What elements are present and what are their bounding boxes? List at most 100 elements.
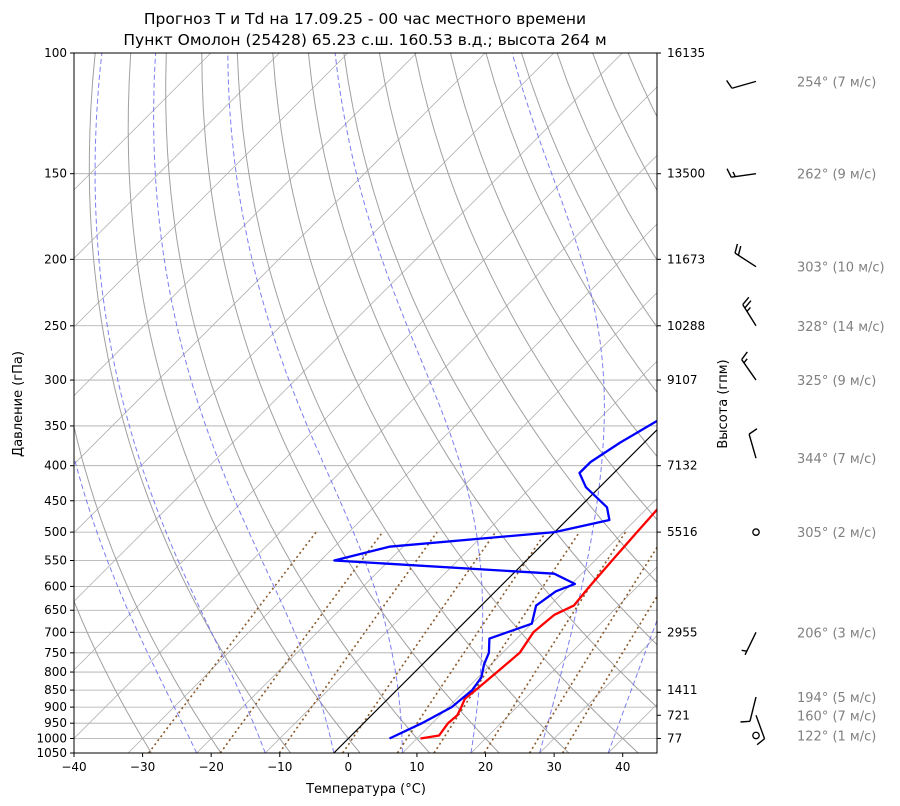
- barb-staff: [731, 173, 757, 178]
- moist-adiabat: [94, 53, 266, 753]
- height-tick-label: 1411: [667, 683, 698, 697]
- y-tick-label: 600: [44, 579, 67, 593]
- wind-label: 303° (10 м/с): [797, 261, 885, 276]
- moist-adiabat: [607, 618, 657, 753]
- barb-full: [744, 300, 752, 309]
- wind-barbs: 254° (7 м/с) 262° (9 м/с) 303° (10 м/с) 328…: [726, 75, 885, 746]
- mixing-ratio-line: [278, 531, 438, 753]
- y-tick-label: 400: [44, 459, 67, 473]
- x-tick-label: 40: [615, 760, 630, 774]
- isotherm-line: [127, 223, 657, 753]
- mixing-ratio-line: [561, 594, 657, 753]
- y-tick-label: 550: [44, 554, 67, 568]
- mixing-ratio-line: [219, 531, 384, 753]
- height-tick-label: 11673: [667, 252, 705, 266]
- x-tick-label: 20: [478, 760, 493, 774]
- dry-adiabat: [272, 53, 639, 753]
- barb-full: [734, 243, 739, 254]
- dry-adiabat: [450, 53, 657, 458]
- barb-staff: [741, 359, 757, 381]
- y-tick-label: 500: [44, 525, 67, 539]
- wind-label: 305° (2 м/с): [797, 526, 876, 541]
- dry-adiabat: [664, 53, 900, 753]
- isotherm-line: [74, 53, 212, 191]
- dry-adiabat: [485, 53, 657, 394]
- barb-half: [743, 358, 748, 364]
- y-tick-label: 350: [44, 419, 67, 433]
- mixing-ratio-line: [396, 531, 547, 753]
- y-tick-label: 950: [44, 716, 67, 730]
- moist-adiabat: [511, 53, 605, 753]
- dry-adiabat: [841, 53, 900, 753]
- barb-full: [742, 296, 750, 306]
- barb-staff: [742, 304, 757, 327]
- dry-adiabat: [627, 53, 657, 118]
- y-axis-label-right: Высота (гпм): [716, 359, 731, 448]
- wind-barb: [742, 296, 757, 327]
- wind-label: 254° (7 м/с): [797, 75, 876, 90]
- y-tick-label: 850: [44, 683, 67, 697]
- isotherm-line: [333, 429, 657, 753]
- x-tick-label: 30: [546, 760, 561, 774]
- dry-adiabat: [592, 53, 657, 192]
- temperature-line: [420, 507, 657, 740]
- mixing-ratio-line: [528, 546, 657, 753]
- isotherm-line: [745, 53, 900, 753]
- chart-subtitle: Пункт Омолон (25428) 65.23 с.ш. 160.53 в…: [123, 31, 606, 49]
- height-tick-label: 721: [667, 708, 690, 722]
- dry-adiabat: [414, 53, 657, 521]
- mixing-ratio-line: [433, 531, 581, 753]
- isotherm-line: [74, 53, 417, 397]
- dry-adiabat: [74, 424, 222, 753]
- isotherm-line: [74, 53, 280, 259]
- isotherm-line: [470, 566, 657, 753]
- wind-label: 206° (3 м/с): [797, 626, 876, 641]
- calm-circle: [752, 731, 760, 740]
- height-tick-label: 2955: [667, 625, 698, 639]
- isotherm-line: [539, 635, 657, 753]
- x-tick-label: −40: [61, 760, 86, 774]
- wind-barb: [741, 351, 757, 381]
- wind-barb: [748, 428, 758, 459]
- y-tick-label: 450: [44, 494, 67, 508]
- x-tick-label: −20: [199, 760, 224, 774]
- dry-adiabat: [74, 599, 152, 753]
- height-tick-label: 77: [667, 731, 682, 745]
- barb-half: [732, 171, 736, 177]
- wind-label: 194° (5 м/с): [797, 691, 876, 706]
- dry-adiabat: [806, 53, 900, 753]
- height-tick-label: 10288: [667, 319, 705, 333]
- y-tick-label: 700: [44, 625, 67, 639]
- wind-barb: [726, 168, 757, 178]
- x-tick-label: −30: [130, 760, 155, 774]
- mixing-ratio-line: [483, 531, 627, 753]
- x-tick-label: 0: [345, 760, 353, 774]
- dry-adiabat: [770, 53, 900, 753]
- wind-label: 325° (9 м/с): [797, 374, 876, 389]
- isotherm-line: [74, 53, 554, 534]
- y-tick-label: 650: [44, 603, 67, 617]
- dry-adiabat: [343, 53, 657, 646]
- y-tick-label: 300: [44, 373, 67, 387]
- y-tick-label: 200: [44, 252, 67, 266]
- wind-barb: [752, 731, 760, 740]
- isotherm-line: [607, 703, 657, 753]
- height-tick-label: 13500: [667, 167, 705, 181]
- barb-staff: [734, 252, 757, 268]
- y-axis-label: Давление (гПа): [11, 351, 26, 457]
- mixing-ratio-line: [147, 531, 317, 753]
- barb-staff: [731, 80, 757, 89]
- dry-adiabat: [127, 53, 361, 753]
- barb-staff: [744, 631, 757, 656]
- y-tick-label: 150: [44, 167, 67, 181]
- y-tick-label: 800: [44, 665, 67, 679]
- dry-adiabat: [88, 53, 291, 753]
- moist-adiabat: [334, 53, 484, 753]
- barb-full: [741, 351, 748, 360]
- axis-ticks: −40 −30 −20 −10 0 10 20 30 40 100 150 200 250 300 350 4…: [36, 46, 705, 774]
- height-tick-label: 16135: [667, 46, 705, 60]
- y-tick-label: 900: [44, 700, 67, 714]
- dry-adiabat: [378, 53, 657, 583]
